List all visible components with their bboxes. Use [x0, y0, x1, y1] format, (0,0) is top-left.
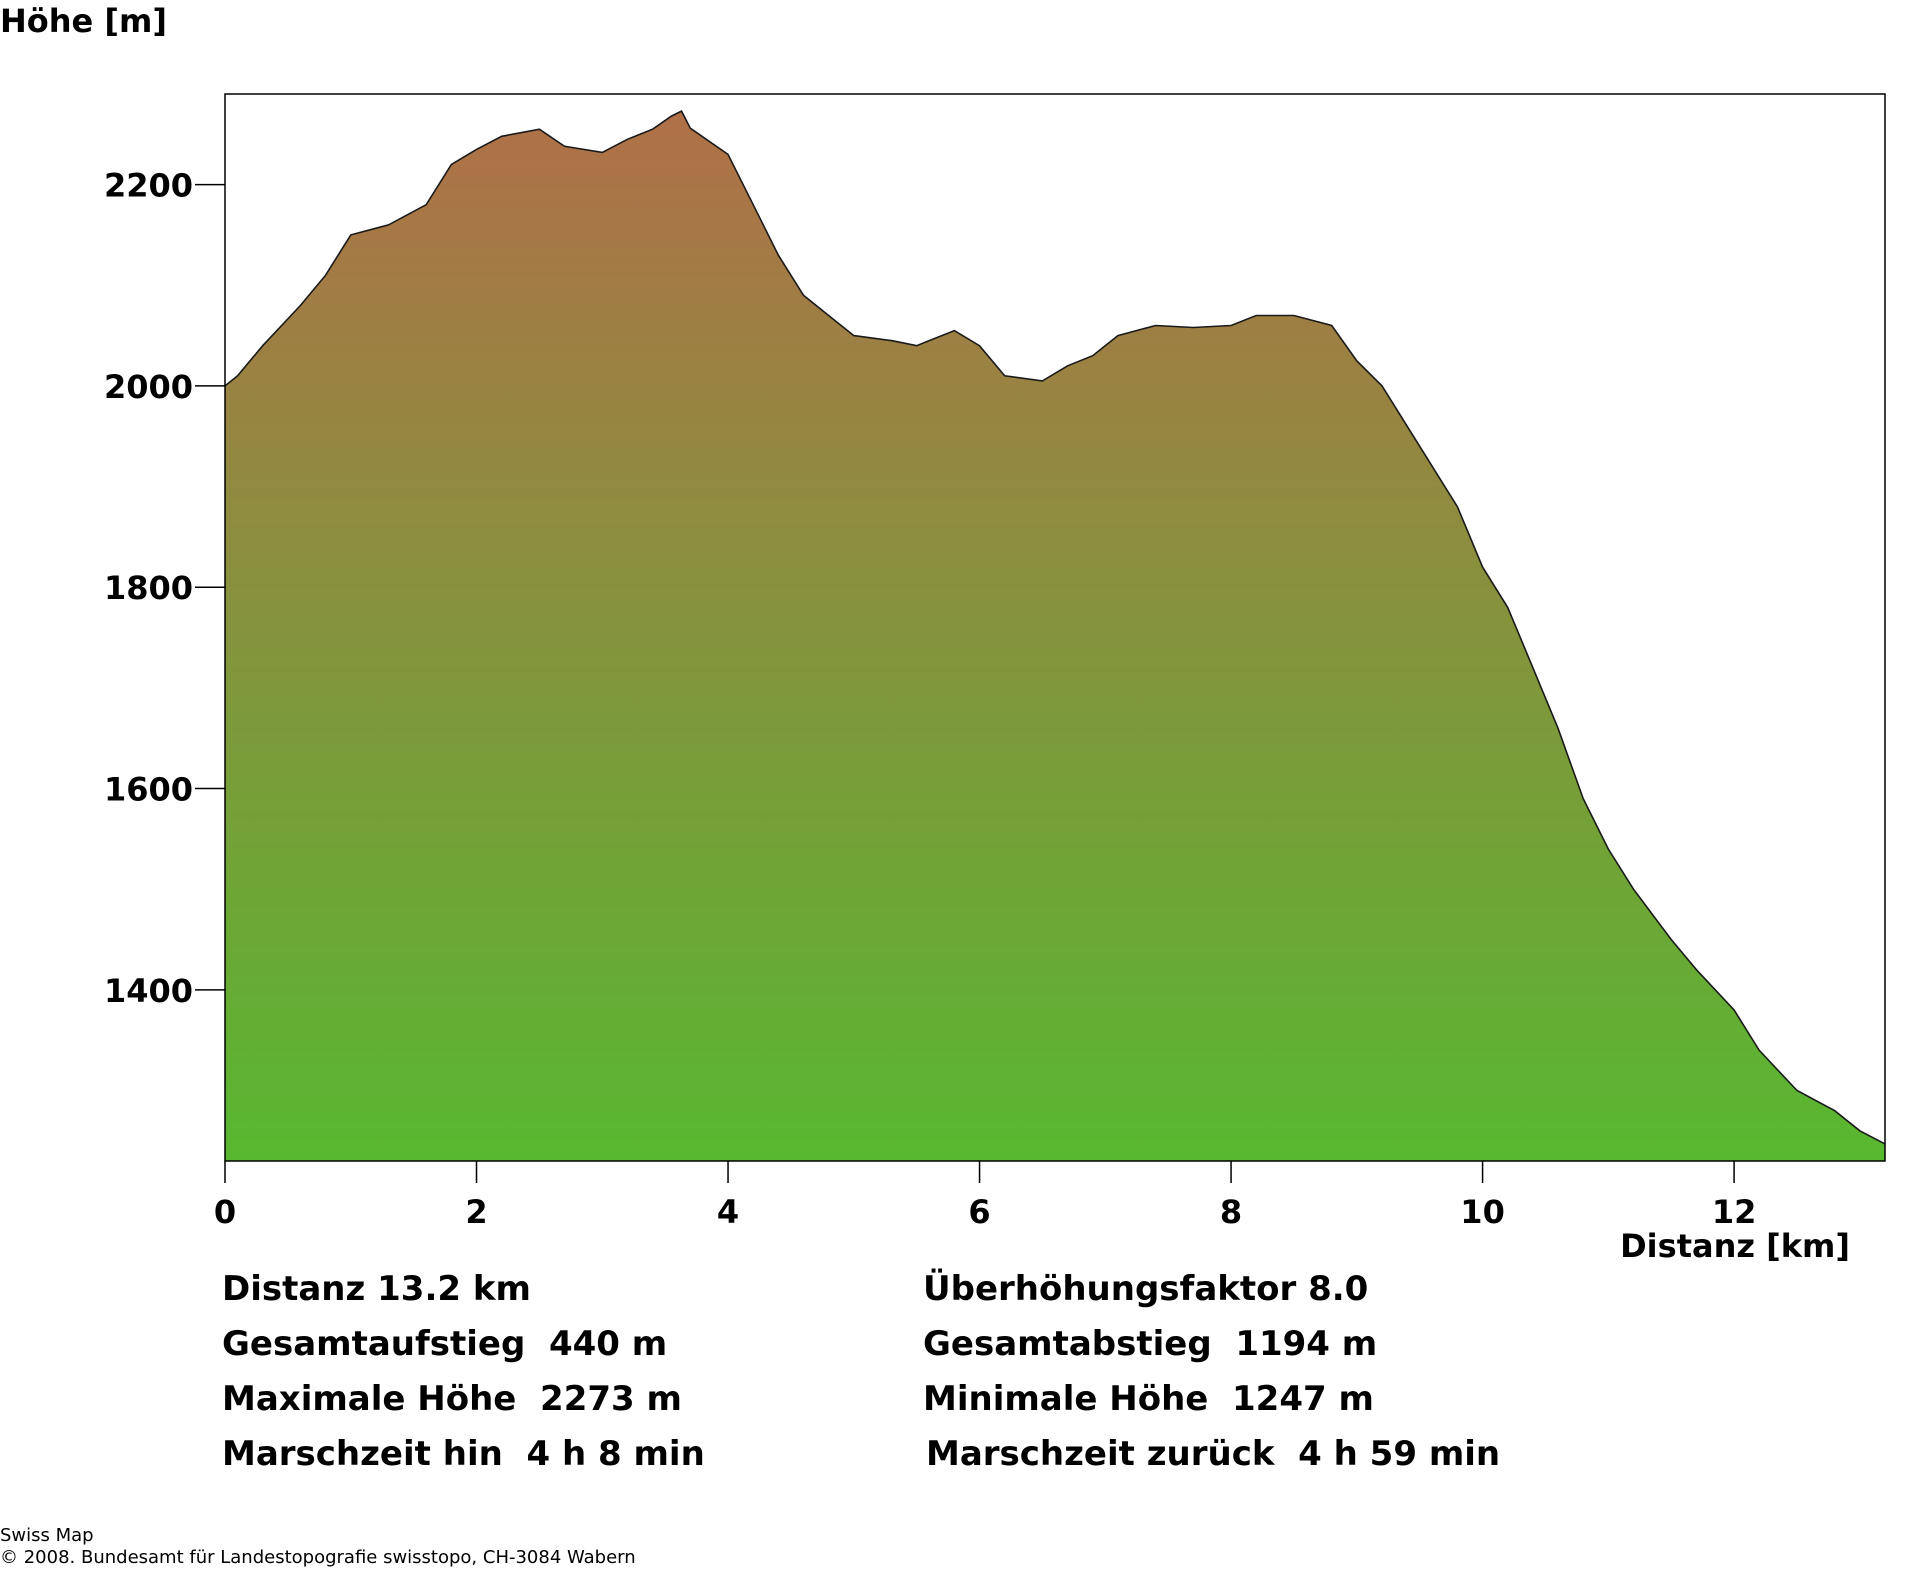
elevation-area: [225, 111, 1885, 1162]
stat-aufstieg: Gesamtaufstieg 440 m: [222, 1324, 668, 1364]
stat-ueberhoehung: Überhöhungsfaktor 8.0: [923, 1269, 1369, 1309]
stat-zeit-zurueck: Marschzeit zurück 4 h 59 min: [926, 1434, 1501, 1474]
x-tick-label: 4: [717, 1193, 739, 1231]
x-tick-label: 8: [1220, 1193, 1242, 1231]
y-axis-title: Höhe [m]: [0, 2, 167, 40]
x-tick-label: 6: [968, 1193, 990, 1231]
footer-title: Swiss Map: [0, 1525, 94, 1546]
stat-min-hoehe: Minimale Höhe 1247 m: [923, 1379, 1374, 1419]
stat-max-hoehe: Maximale Höhe 2273 m: [222, 1379, 682, 1419]
stat-abstieg: Gesamtabstieg 1194 m: [923, 1324, 1378, 1364]
stat-zeit-hin: Marschzeit hin 4 h 8 min: [222, 1434, 705, 1474]
x-axis-title: Distanz [km]: [1620, 1227, 1850, 1265]
y-tick-label: 1400: [104, 972, 193, 1010]
x-tick-label: 2: [465, 1193, 487, 1231]
y-tick-label: 1600: [104, 771, 193, 809]
plot-frame: [224, 93, 1886, 1162]
elevation-line: [224, 110, 1886, 1145]
y-tick-label: 2200: [104, 167, 193, 205]
x-tick-label: 10: [1460, 1193, 1505, 1231]
y-tick-label: 2000: [104, 368, 193, 406]
x-tick-label: 12: [1712, 1193, 1757, 1231]
x-tick-label: 0: [214, 1193, 236, 1231]
stat-distanz: Distanz 13.2 km: [222, 1269, 531, 1309]
footer-copyright: © 2008. Bundesamt für Landestopografie s…: [0, 1547, 636, 1568]
y-tick-label: 1800: [104, 569, 193, 607]
